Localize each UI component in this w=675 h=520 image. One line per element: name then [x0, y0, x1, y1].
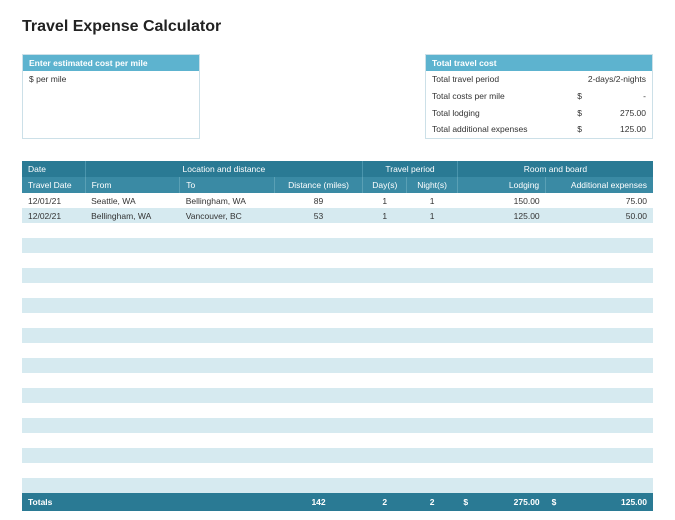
totals-distance: 142: [274, 493, 362, 511]
table-row: [22, 283, 653, 298]
totals-lodging: $275.00: [457, 493, 545, 511]
table-row: [22, 223, 653, 238]
table-row: [22, 343, 653, 358]
table-row: [22, 253, 653, 268]
col-add-exp: Additional expenses: [546, 177, 653, 193]
group-travel-period: Travel period: [363, 161, 458, 177]
table-row: [22, 298, 653, 313]
group-date: Date: [22, 161, 85, 177]
table-row: [22, 478, 653, 493]
col-lodging: Lodging: [457, 177, 545, 193]
totals-label: Totals: [22, 493, 274, 511]
total-cost-row: Total costs per mile$-: [426, 88, 652, 105]
table-row: [22, 268, 653, 283]
cost-per-mile-label: $ per mile: [29, 73, 66, 86]
column-header-row: Travel Date From To Distance (miles) Day…: [22, 177, 653, 193]
totals-row: Totals 142 2 2 $275.00 $125.00: [22, 493, 653, 511]
table-row: [22, 313, 653, 328]
totals-days: 2: [363, 493, 407, 511]
table-row: [22, 433, 653, 448]
page-title: Travel Expense Calculator: [22, 18, 653, 36]
table-row: [22, 358, 653, 373]
total-cost-row: Total lodging$275.00: [426, 105, 652, 122]
table-row: [22, 388, 653, 403]
total-cost-panel: Total travel cost Total travel period2-d…: [425, 54, 653, 139]
cost-per-mile-row: $ per mile: [23, 71, 199, 88]
col-nights: Night(s): [407, 177, 457, 193]
col-distance: Distance (miles): [274, 177, 362, 193]
col-days: Day(s): [363, 177, 407, 193]
group-location: Location and distance: [85, 161, 363, 177]
totals-add-exp: $125.00: [546, 493, 653, 511]
table-row: [22, 328, 653, 343]
table-row: [22, 463, 653, 478]
total-cost-row: Total travel period2-days/2-nights: [426, 71, 652, 88]
table-row: [22, 403, 653, 418]
summary-panels: Enter estimated cost per mile $ per mile…: [22, 54, 653, 139]
group-room-board: Room and board: [457, 161, 653, 177]
total-cost-header: Total travel cost: [426, 55, 652, 71]
expense-table: Date Location and distance Travel period…: [22, 161, 653, 511]
table-row: [22, 418, 653, 433]
table-row: [22, 373, 653, 388]
col-to: To: [180, 177, 275, 193]
col-from: From: [85, 177, 180, 193]
cost-per-mile-panel: Enter estimated cost per mile $ per mile: [22, 54, 200, 139]
total-cost-row: Total additional expenses$125.00: [426, 121, 652, 138]
cost-per-mile-header: Enter estimated cost per mile: [23, 55, 199, 71]
totals-nights: 2: [407, 493, 457, 511]
group-header-row: Date Location and distance Travel period…: [22, 161, 653, 177]
table-row: [22, 448, 653, 463]
table-row: [22, 238, 653, 253]
table-row: 12/01/21Seattle, WABellingham, WA8911150…: [22, 193, 653, 208]
col-travel-date: Travel Date: [22, 177, 85, 193]
table-row: 12/02/21Bellingham, WAVancouver, BC53111…: [22, 208, 653, 223]
